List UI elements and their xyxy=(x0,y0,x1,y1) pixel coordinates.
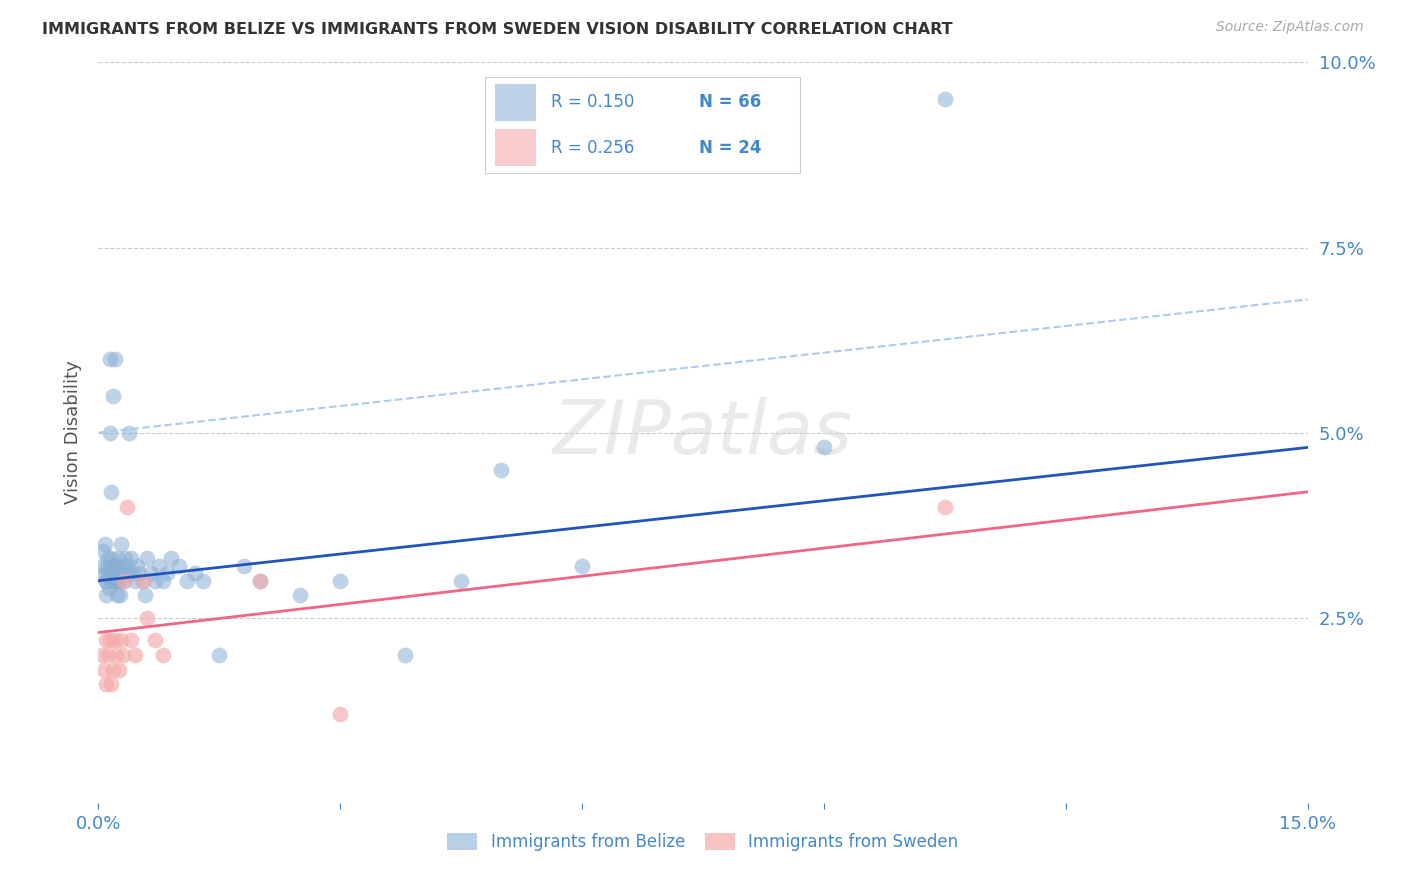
Point xyxy=(97,566,120,581)
Point xyxy=(93,566,115,581)
Point xyxy=(167,558,190,573)
Point xyxy=(934,92,956,106)
Point xyxy=(96,558,118,573)
Point xyxy=(110,632,132,647)
Point xyxy=(100,484,122,499)
Point xyxy=(100,677,122,691)
Point xyxy=(104,558,127,573)
Point xyxy=(103,558,125,573)
Point xyxy=(127,558,149,573)
Point xyxy=(176,574,198,588)
Point xyxy=(118,425,141,440)
Point xyxy=(160,551,183,566)
Point xyxy=(97,648,120,662)
Point xyxy=(132,574,155,588)
Point xyxy=(96,574,118,588)
Point xyxy=(105,648,128,662)
Point xyxy=(249,574,271,588)
Point xyxy=(135,551,157,566)
Point xyxy=(93,663,115,677)
Point xyxy=(107,566,129,581)
Point xyxy=(98,632,121,647)
Point xyxy=(101,574,124,588)
Point xyxy=(120,632,142,647)
Point xyxy=(108,574,131,588)
Point xyxy=(101,388,124,402)
Point xyxy=(934,500,956,514)
Point xyxy=(124,648,146,662)
Point xyxy=(112,574,135,588)
Point xyxy=(94,632,117,647)
Point xyxy=(156,566,179,581)
Point xyxy=(101,574,124,588)
Text: IMMIGRANTS FROM BELIZE VS IMMIGRANTS FROM SWEDEN VISION DISABILITY CORRELATION C: IMMIGRANTS FROM BELIZE VS IMMIGRANTS FRO… xyxy=(42,22,953,37)
Point xyxy=(115,500,138,514)
Point xyxy=(111,566,134,581)
Point xyxy=(132,574,155,588)
Point xyxy=(450,574,472,588)
Text: Source: ZipAtlas.com: Source: ZipAtlas.com xyxy=(1216,20,1364,34)
Point xyxy=(128,566,150,581)
Point xyxy=(100,551,122,566)
Point xyxy=(124,574,146,588)
Point xyxy=(107,663,129,677)
Point xyxy=(108,589,131,603)
Point xyxy=(249,574,271,588)
Point xyxy=(107,551,129,566)
Point xyxy=(329,706,352,721)
Point xyxy=(121,566,143,581)
Point xyxy=(117,566,139,581)
Point xyxy=(103,632,125,647)
Point xyxy=(134,589,156,603)
Point xyxy=(112,574,135,588)
Point xyxy=(152,574,174,588)
Point xyxy=(114,551,136,566)
Point xyxy=(193,574,215,588)
Y-axis label: Vision Disability: Vision Disability xyxy=(63,360,82,505)
Point xyxy=(135,610,157,624)
Point xyxy=(94,574,117,588)
Point xyxy=(105,589,128,603)
Point xyxy=(111,648,134,662)
Legend: Immigrants from Belize, Immigrants from Sweden: Immigrants from Belize, Immigrants from … xyxy=(440,826,966,857)
Point xyxy=(98,351,121,366)
Point xyxy=(115,558,138,573)
Point xyxy=(94,536,117,550)
Point xyxy=(208,648,231,662)
Point xyxy=(100,558,122,573)
Point xyxy=(288,589,311,603)
Point xyxy=(105,574,128,588)
Point xyxy=(152,648,174,662)
Point xyxy=(103,574,125,588)
Point xyxy=(91,544,114,558)
Point xyxy=(96,677,118,691)
Point xyxy=(103,351,125,366)
Text: ZIPatlas: ZIPatlas xyxy=(553,397,853,468)
Point xyxy=(91,558,114,573)
Point xyxy=(120,551,142,566)
Point xyxy=(91,648,114,662)
Point xyxy=(143,574,166,588)
Point xyxy=(96,589,118,603)
Point xyxy=(184,566,207,581)
Point xyxy=(394,648,416,662)
Point xyxy=(571,558,593,573)
Point xyxy=(111,558,134,573)
Point xyxy=(491,462,513,476)
Point xyxy=(97,551,120,566)
Point xyxy=(98,425,121,440)
Point xyxy=(232,558,254,573)
Point xyxy=(813,441,835,455)
Point xyxy=(329,574,352,588)
Point xyxy=(143,632,166,647)
Point xyxy=(97,581,120,595)
Point xyxy=(139,566,162,581)
Point xyxy=(110,536,132,550)
Point xyxy=(148,558,170,573)
Point xyxy=(101,663,124,677)
